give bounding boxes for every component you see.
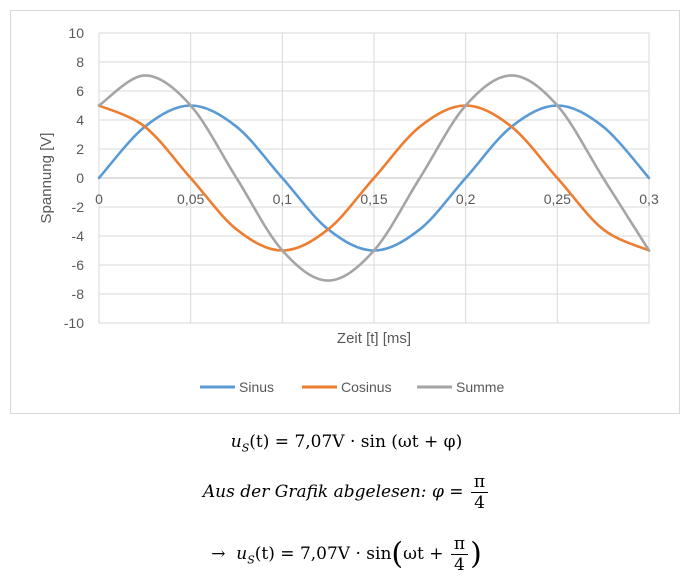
series-lines	[97, 74, 651, 282]
x-tick-label: 0,2	[456, 191, 476, 207]
x-tick-label: 0	[95, 191, 103, 207]
x-tick-label: 0,05	[177, 191, 204, 207]
formula-line-1: uS(t) = 7,07V · sin (ωt + φ)	[230, 432, 463, 455]
x-axis-label: Zeit [t] [ms]	[337, 330, 411, 347]
y-tick-label: -6	[72, 257, 85, 273]
formula-line-3: → uS(t) = 7,07V · sin(ωt + π 4)	[211, 534, 482, 575]
y-tick-label: 10	[68, 25, 84, 41]
y-tick-label: 8	[76, 54, 84, 70]
tick-labels: 10 8 6 4 2 0 -2 -4 -6 -8 -10 0 0,05 0,1 0,15 0,2 0,25 0,3	[64, 25, 659, 331]
line-chart: 10 8 6 4 2 0 -2 -4 -6 -8 -10 0 0,05 0,1 0,15 0,2 0,25 0,3…	[38, 25, 659, 395]
x-tick-label: 0,15	[360, 191, 387, 207]
y-tick-label: 2	[76, 141, 84, 157]
y-tick-label: 0	[76, 170, 84, 186]
y-tick-label: 4	[76, 112, 84, 128]
y-axis-label: Spannung [V]	[38, 133, 55, 224]
series-line-cosinus	[97, 104, 651, 252]
y-tick-label: -4	[72, 228, 85, 244]
y-tick-label: -8	[72, 286, 85, 302]
y-tick-label: 6	[76, 83, 84, 99]
y-tick-label: -10	[64, 315, 84, 331]
legend: Sinus Cosinus Summe	[200, 379, 504, 395]
x-tick-label: 0,3	[639, 191, 659, 207]
x-tick-label: 0,25	[544, 191, 571, 207]
y-tick-label: -2	[72, 199, 85, 215]
legend-label: Cosinus	[341, 379, 392, 395]
series-line-summe	[97, 74, 651, 282]
x-tick-label: 0,1	[273, 191, 293, 207]
legend-label: Summe	[456, 379, 504, 395]
legend-label: Sinus	[239, 379, 274, 395]
